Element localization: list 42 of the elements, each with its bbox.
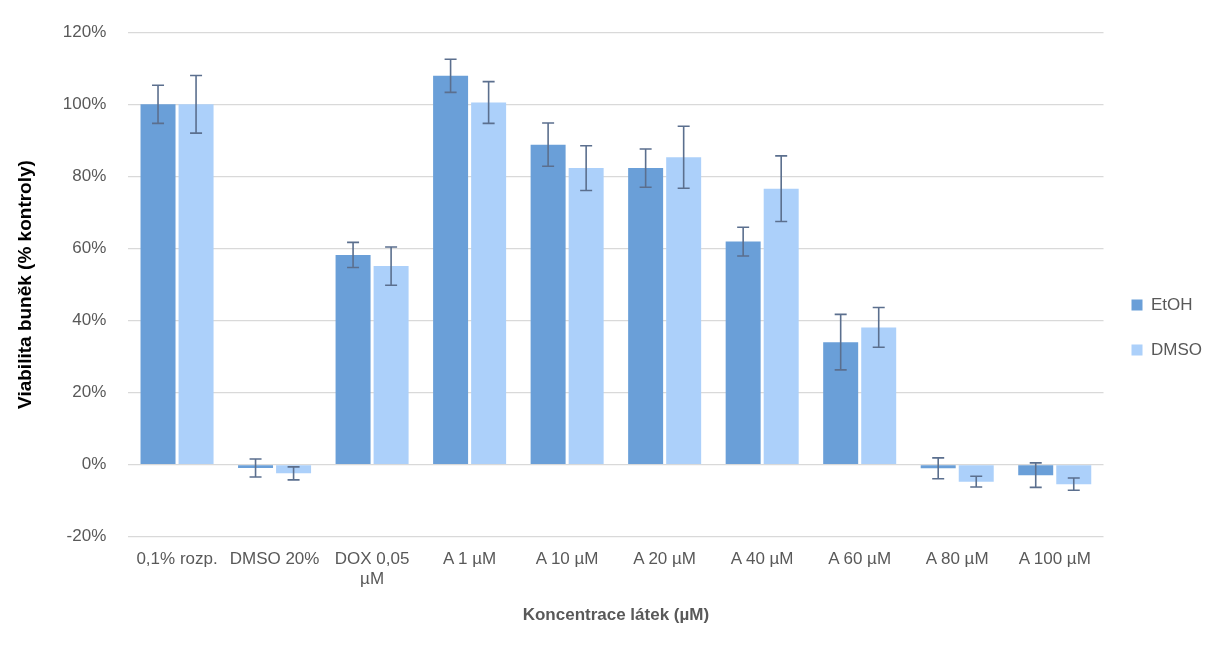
bar: [1056, 465, 1092, 485]
bar: [238, 465, 274, 468]
bar: [628, 168, 664, 465]
x-tick-label: DMSO 20%: [229, 548, 320, 568]
y-tick-label: 60%: [72, 238, 107, 258]
y-tick-label: 80%: [72, 166, 107, 186]
bar: [1018, 465, 1054, 476]
bar: [823, 342, 859, 465]
y-tick-label: 120%: [62, 21, 107, 41]
x-tick-label: A 20 µM: [633, 548, 697, 568]
x-tick-label: DOX 0,05 µM: [334, 548, 410, 589]
x-tick-label: A 100 µM: [1018, 548, 1091, 568]
legend-label: EtOH: [1151, 294, 1193, 314]
x-tick-label: A 60 µM: [828, 548, 892, 568]
bar: [373, 266, 409, 465]
bar: [178, 104, 214, 465]
legend-label: DMSO: [1151, 339, 1202, 359]
bar: [958, 465, 994, 482]
x-tick-label: A 80 µM: [925, 548, 989, 568]
bar: [140, 104, 176, 465]
y-tick-label: 100%: [62, 93, 107, 113]
bar: [666, 157, 702, 465]
bar: [763, 188, 799, 465]
bar: [568, 168, 604, 465]
bar: [276, 465, 312, 474]
y-tick-label: 20%: [72, 382, 107, 402]
bar: [861, 327, 897, 465]
bar: [335, 254, 371, 465]
x-tick-label: 0,1% rozp.: [136, 548, 218, 568]
x-tick-label: A 10 µM: [535, 548, 599, 568]
y-axis-title: Viabilita buněk (% kontroly): [13, 160, 35, 409]
bar: [471, 102, 507, 465]
bar: [433, 75, 469, 465]
y-tick-label: 0%: [81, 454, 107, 474]
y-tick-label: 40%: [72, 310, 107, 330]
y-tick-label: -20%: [66, 526, 107, 546]
bar: [725, 241, 761, 465]
bar: [530, 144, 566, 465]
x-axis-title: Koncentrace látek (µM): [522, 605, 710, 625]
bar: [920, 465, 956, 469]
x-tick-label: A 1 µM: [442, 548, 497, 568]
x-tick-label: A 40 µM: [730, 548, 794, 568]
